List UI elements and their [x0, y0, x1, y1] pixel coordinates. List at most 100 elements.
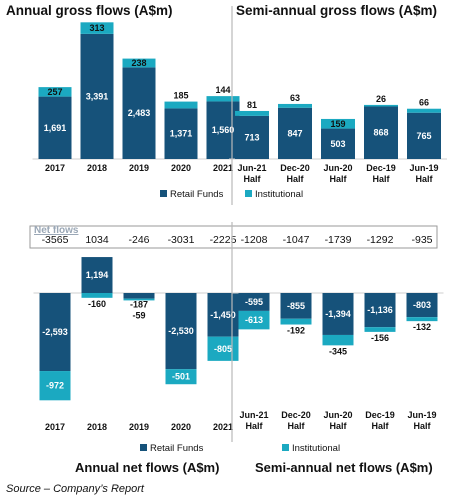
legend-institutional-swatch — [245, 190, 252, 197]
net-total-value: -1292 — [367, 234, 394, 246]
tick-label: 2018 — [87, 422, 107, 432]
tick-label: 2017 — [45, 163, 65, 173]
annual-gross-title: Annual gross flows (A$m) — [6, 3, 173, 18]
data-label-retail: -595 — [245, 297, 263, 307]
net-legend-institutional-swatch — [282, 444, 289, 451]
bar-institutional — [406, 317, 438, 322]
annual-gross-flows-chart: Annual gross flows (A$m) 1,691 257 3,391 31… — [6, 3, 246, 173]
legend-institutional-label: Institutional — [255, 189, 303, 200]
bar-institutional — [206, 96, 240, 102]
tick-label: 2021 — [213, 422, 233, 432]
bar-institutional — [164, 101, 198, 109]
tick-label: 2018 — [87, 163, 107, 173]
net-total-value: -1047 — [283, 234, 310, 246]
annual-net-flows-chart: -3565 1034 -246 -3031 -2225 -2,593 -972 1,194 -1… — [33, 234, 245, 432]
bar-retail — [322, 293, 354, 335]
tick-label: Half — [287, 421, 305, 431]
tick-label: Dec-20 — [280, 163, 310, 173]
bar-retail — [364, 106, 398, 159]
data-label-retail: -2,530 — [168, 326, 194, 336]
data-label-retail: -2,593 — [42, 327, 68, 337]
tick-label: Jun-20 — [323, 410, 352, 420]
bar-retail — [164, 108, 198, 159]
bar-institutional — [39, 371, 71, 401]
gross-legend: Retail Funds Institutional — [160, 189, 303, 200]
net-total-value: -246 — [128, 234, 149, 246]
tick-label: Half — [371, 421, 389, 431]
data-label-institutional: -132 — [413, 322, 431, 332]
data-label-institutional: 238 — [131, 58, 146, 68]
data-label-institutional: 185 — [173, 91, 188, 101]
net-total-value: 1034 — [85, 234, 109, 246]
data-label-retail: 503 — [330, 139, 345, 149]
net-total-value: -3565 — [42, 234, 69, 246]
bar-retail — [364, 293, 396, 328]
tick-label: Dec-20 — [281, 410, 311, 420]
annual-net-title: Annual net flows (A$m) — [75, 460, 219, 475]
bar-institutional — [278, 103, 312, 108]
legend-retail-swatch — [160, 190, 167, 197]
tick-label: Half — [243, 174, 261, 184]
bar-institutional — [238, 310, 270, 330]
bar-retail — [238, 293, 270, 311]
tick-label: 2019 — [129, 163, 149, 173]
bar-institutional — [38, 87, 72, 97]
data-label-institutional: -156 — [371, 333, 389, 343]
data-label-retail: 1,371 — [170, 129, 193, 139]
net-total-value: -1739 — [325, 234, 352, 246]
data-label-retail: 868 — [373, 128, 388, 138]
flows-figure: Annual gross flows (A$m) 1,691 257 3,391 31… — [6, 3, 447, 475]
tick-label: 2020 — [171, 422, 191, 432]
bar-institutional — [364, 104, 398, 107]
legend-retail-label: Retail Funds — [170, 189, 224, 200]
tick-label: Jun-21 — [237, 163, 266, 173]
semi-annual-net-flows-chart: -1208 -1047 -1739 -1292 -935 -595 -613 -855 -192… — [232, 234, 444, 431]
bar-retail — [165, 293, 197, 370]
data-label-retail: 1,194 — [86, 270, 109, 280]
net-total-value: -2225 — [210, 234, 237, 246]
data-label-retail: 765 — [416, 131, 431, 141]
bar-retail — [123, 293, 155, 299]
data-label-retail: 847 — [287, 128, 302, 138]
bar-institutional — [81, 293, 113, 298]
bar-institutional — [321, 118, 355, 129]
data-label-retail: -855 — [287, 301, 305, 311]
semi-gross-title: Semi-annual gross flows (A$m) — [236, 3, 437, 18]
data-label-retail: -803 — [413, 300, 431, 310]
bar-institutional — [322, 334, 354, 346]
net-legend-institutional-label: Institutional — [292, 443, 340, 454]
bar-institutional — [80, 22, 114, 34]
bar-retail — [280, 293, 312, 319]
tick-label: Jun-19 — [407, 410, 436, 420]
bar-institutional — [407, 108, 441, 113]
data-label-retail: 2,483 — [128, 108, 151, 118]
semi-net-title: Semi-annual net flows (A$m) — [255, 460, 433, 475]
bar-retail — [39, 293, 71, 372]
data-label-institutional: -192 — [287, 326, 305, 336]
data-label-retail: -187 — [130, 300, 148, 310]
bar-retail — [321, 128, 355, 159]
net-totals-box — [29, 225, 438, 249]
source-note: Source – Company’s Report — [6, 483, 144, 495]
bar-institutional — [364, 327, 396, 332]
data-label-institutional: -972 — [46, 381, 64, 391]
tick-label: 2017 — [45, 422, 65, 432]
data-label-retail: -1,450 — [210, 310, 236, 320]
bar-institutional — [165, 369, 197, 385]
tick-label: Half — [286, 174, 304, 184]
net-total-value: -935 — [411, 234, 432, 246]
tick-label: Jun-19 — [409, 163, 438, 173]
tick-label: 2021 — [213, 163, 233, 173]
bar-institutional — [123, 298, 155, 301]
semi-annual-gross-flows-chart: Semi-annual gross flows (A$m) 713 81 847 63… — [229, 3, 447, 184]
bar-retail — [81, 257, 113, 293]
bar-retail — [407, 112, 441, 159]
data-label-retail: -1,136 — [367, 305, 393, 315]
data-label-institutional: 66 — [419, 98, 429, 108]
bar-retail — [38, 96, 72, 159]
data-label-institutional: -345 — [329, 346, 347, 356]
tick-label: Half — [329, 421, 347, 431]
tick-label: Dec-19 — [366, 163, 396, 173]
bar-retail — [278, 107, 312, 159]
tick-label: Dec-19 — [365, 410, 395, 420]
